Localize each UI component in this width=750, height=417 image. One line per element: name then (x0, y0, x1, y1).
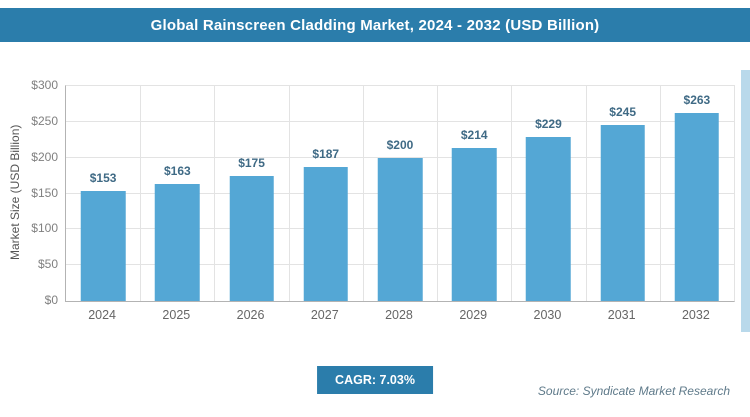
y-tick-label: $150 (31, 185, 58, 200)
x-tick-label: 2025 (162, 308, 191, 322)
x-tick-label: 2027 (310, 308, 339, 322)
bar-cell: $200 (363, 86, 439, 301)
bar-cell: $187 (289, 86, 364, 301)
bar-2027 (303, 166, 349, 301)
bar-value-label: $263 (683, 92, 711, 107)
y-tick-label: $100 (31, 221, 58, 236)
x-tick-label: 2030 (533, 308, 562, 322)
bar-value-label: $214 (460, 127, 488, 142)
y-tick-label: $250 (31, 113, 58, 128)
bar-value-label: $245 (609, 105, 636, 120)
chart-title: Global Rainscreen Cladding Market, 2024 … (150, 16, 600, 34)
bar-cell: $263 (660, 86, 734, 301)
y-tick-label: $50 (37, 257, 58, 272)
bar-cell: $245 (586, 86, 661, 301)
bar-2026 (229, 175, 274, 301)
x-tick-label: 2026 (236, 308, 265, 322)
bar-2025 (155, 184, 200, 301)
bar-cell: $153 (66, 86, 142, 301)
x-tick-label: 2028 (385, 308, 413, 322)
bar-2024 (80, 191, 126, 301)
y-tick-label: $200 (31, 149, 58, 164)
bar-2028 (377, 157, 423, 301)
chart-title-band: Global Rainscreen Cladding Market, 2024 … (0, 8, 750, 42)
bar-2032 (674, 112, 720, 301)
y-tick-label: $300 (31, 78, 58, 92)
x-tick-label: 2032 (681, 308, 710, 322)
bar-cell: $175 (214, 86, 290, 301)
bar-value-label: $175 (238, 155, 265, 170)
bar-value-label: $163 (163, 164, 191, 179)
bar-value-label: $153 (89, 171, 117, 186)
gridline (66, 120, 734, 122)
x-tick-label: 2029 (459, 308, 488, 322)
y-tick-label: $0 (44, 293, 58, 307)
bar-2029 (451, 147, 497, 301)
plot-area: $153 $163 $175 $187 $200 $214 $229 $245 $263 (65, 85, 735, 302)
x-axis-ticks: 2024 2025 2026 2027 2028 2029 2030 2031 2032 (65, 308, 733, 326)
gridline (66, 156, 734, 158)
bar-value-label: $229 (535, 116, 562, 131)
x-tick-label: 2031 (607, 308, 636, 322)
x-tick-label: 2024 (88, 308, 117, 322)
bar-cell: $229 (511, 86, 587, 301)
bar-2031 (600, 125, 645, 301)
bar-cell: $214 (437, 86, 513, 301)
bar-2030 (526, 136, 571, 301)
right-accent-strip (741, 70, 750, 332)
cagr-badge: CAGR: 7.03% (317, 366, 433, 394)
bar-value-label: $187 (312, 146, 340, 161)
bar-value-label: $200 (386, 137, 414, 152)
bar-cell: $163 (140, 86, 216, 301)
source-note: Source: Syndicate Market Research (537, 384, 730, 398)
